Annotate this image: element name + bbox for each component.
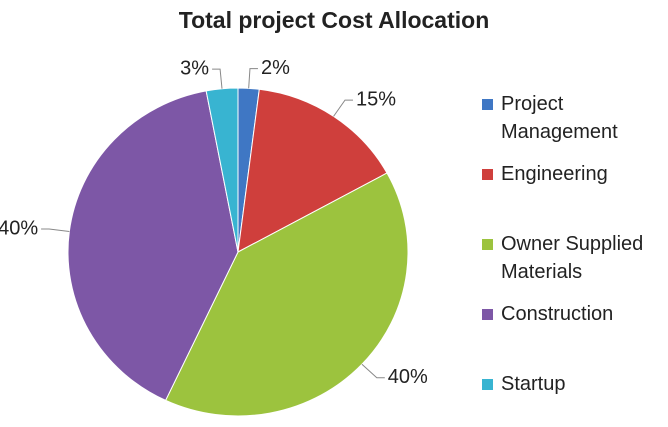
data-label: 2%	[261, 57, 290, 79]
legend-swatch	[482, 239, 493, 250]
legend-item: Construction	[482, 300, 662, 328]
legend-item: Engineering	[482, 160, 662, 188]
data-label: 15%	[356, 88, 396, 110]
legend-label: Project Management	[501, 93, 618, 143]
legend-swatch	[482, 309, 493, 320]
legend-item: Project Management	[482, 90, 662, 146]
legend-item: Startup	[482, 370, 662, 398]
legend-label: Engineering	[501, 163, 608, 185]
legend-swatch	[482, 379, 493, 390]
leader-line	[248, 68, 258, 89]
legend-label: Startup	[501, 373, 566, 395]
legend-swatch	[482, 99, 493, 110]
legend-label: Owner Supplied Materials	[501, 233, 644, 283]
leader-line	[333, 99, 354, 117]
leader-line	[361, 363, 385, 379]
legend-item: Owner Supplied Materials	[482, 230, 662, 286]
data-label: 3%	[180, 57, 209, 79]
chart-title: Total project Cost Allocation	[179, 7, 490, 33]
data-label: 40%	[388, 366, 428, 388]
data-label: 40%	[0, 217, 38, 239]
legend-swatch	[482, 169, 493, 180]
leader-line	[212, 68, 223, 89]
pie-slice	[237, 88, 388, 253]
leader-line	[41, 228, 70, 232]
legend-label: Construction	[501, 303, 614, 325]
